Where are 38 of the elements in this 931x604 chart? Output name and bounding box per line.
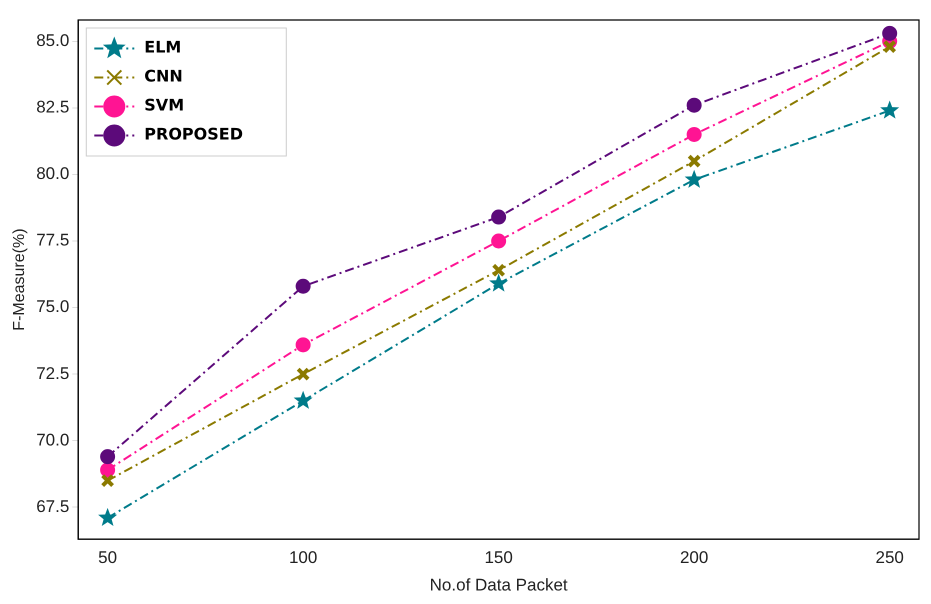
x-axis-title: No.of Data Packet bbox=[430, 575, 568, 594]
point bbox=[100, 449, 116, 464]
y-tick-label: 85.0 bbox=[36, 30, 70, 50]
y-tick-label: 80.0 bbox=[36, 164, 70, 184]
legend-label: SVM bbox=[144, 96, 184, 115]
point bbox=[491, 233, 506, 248]
point bbox=[880, 100, 900, 119]
point bbox=[100, 462, 116, 478]
point bbox=[296, 278, 311, 294]
y-tick-label: 75.0 bbox=[36, 297, 70, 316]
x-tick-label: 200 bbox=[680, 548, 708, 568]
point bbox=[296, 367, 310, 382]
y-tick-label: 82.5 bbox=[36, 98, 70, 117]
point bbox=[98, 508, 118, 526]
point bbox=[492, 263, 506, 278]
legend-label: PROPOSED bbox=[144, 124, 244, 144]
point bbox=[686, 98, 702, 113]
legend-label: ELM bbox=[144, 38, 182, 57]
point bbox=[294, 390, 313, 409]
point bbox=[687, 154, 702, 168]
point bbox=[489, 274, 508, 292]
point bbox=[882, 26, 898, 41]
y-tick-label: 67.5 bbox=[36, 496, 70, 516]
y-axis-title: F-Measure(%) bbox=[11, 228, 28, 331]
x-tick-label: 250 bbox=[875, 548, 904, 568]
point bbox=[491, 210, 506, 225]
x-tick-label: 150 bbox=[484, 548, 513, 568]
x-tick-label: 100 bbox=[288, 548, 318, 568]
point bbox=[296, 337, 311, 352]
point bbox=[100, 474, 115, 488]
point bbox=[684, 170, 704, 188]
point bbox=[686, 126, 702, 142]
y-tick-label: 70.0 bbox=[36, 430, 70, 450]
x-tick-label: 50 bbox=[98, 548, 118, 568]
y-tick-label: 72.5 bbox=[36, 364, 70, 383]
legend-label: CNN bbox=[144, 66, 183, 86]
point bbox=[882, 40, 897, 54]
y-tick-label: 77.5 bbox=[36, 230, 70, 250]
